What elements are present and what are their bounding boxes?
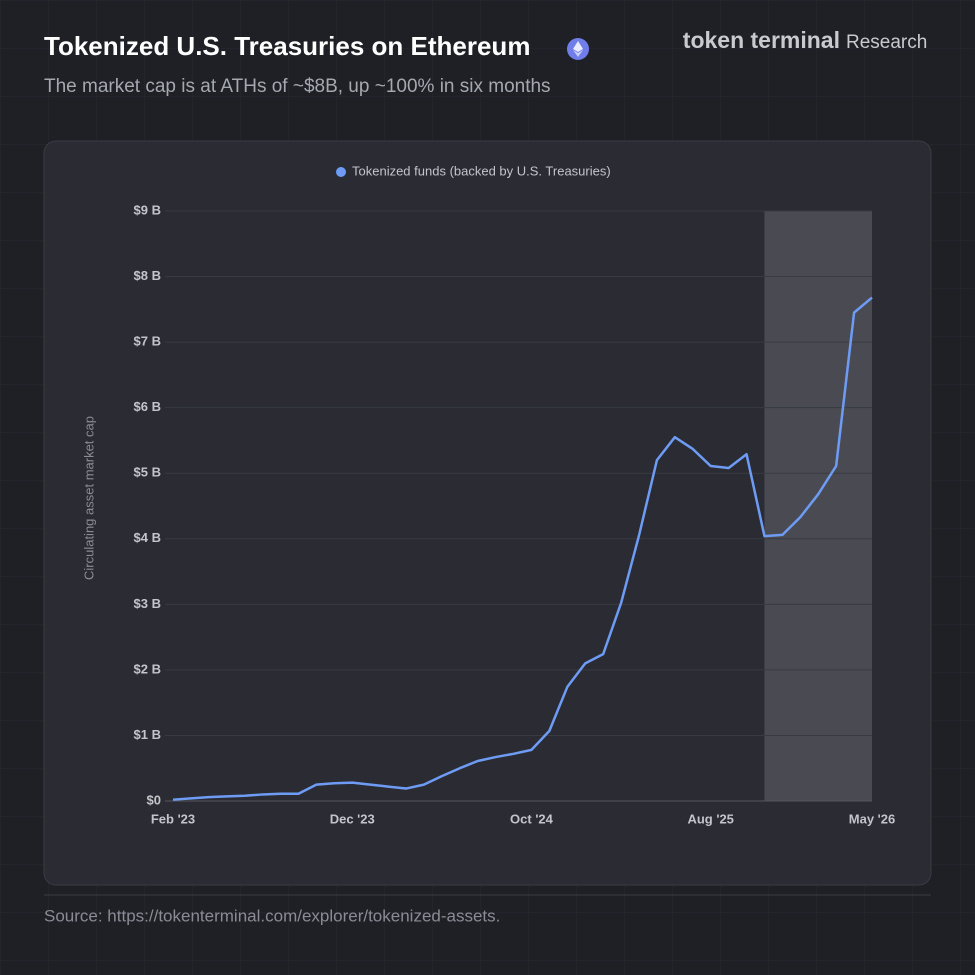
y-tick-label: $1 B [134, 727, 161, 742]
series-line [172, 296, 873, 801]
y-tick-label: $3 B [134, 596, 161, 611]
brand: token terminal [683, 27, 840, 53]
y-tick-label: $8 B [134, 268, 161, 283]
eth-icon [567, 38, 589, 60]
legend-marker [336, 167, 346, 177]
y-tick-label: $5 B [134, 465, 161, 480]
x-tick-label: Oct '24 [510, 811, 554, 826]
shaded-region [764, 211, 872, 801]
x-tick-label: May '26 [849, 811, 895, 826]
y-tick-label: $9 B [134, 202, 161, 217]
x-tick-label: Dec '23 [330, 811, 375, 826]
x-tick-label: Aug '25 [687, 811, 733, 826]
chart-subtitle: The market cap is at ATHs of ~$8B, up ~1… [44, 76, 551, 97]
x-tick-label: Feb '23 [151, 811, 195, 826]
chart-title: Tokenized U.S. Treasuries on Ethereum [44, 31, 530, 61]
chart-card [43, 140, 932, 886]
y-tick-label: $7 B [134, 334, 161, 349]
source: Source: https://tokenterminal.com/explor… [44, 906, 500, 925]
y-tick-label: $0 [147, 792, 161, 807]
legend-label: Tokenized funds (backed by U.S. Treasuri… [352, 163, 611, 178]
y-tick-label: $4 B [134, 530, 161, 545]
brand-suffix: Research [846, 32, 927, 53]
y-axis-label: Circulating asset market cap [81, 416, 96, 580]
y-tick-label: $2 B [134, 661, 161, 676]
y-tick-label: $6 B [134, 399, 161, 414]
